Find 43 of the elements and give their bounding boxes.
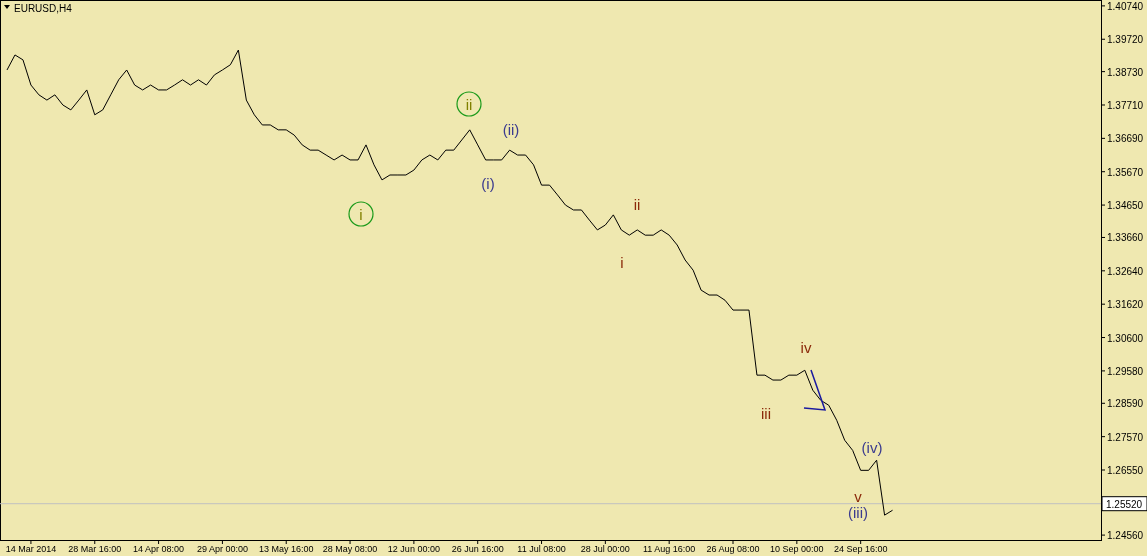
x-tick-label: 28 May 08:00 xyxy=(322,544,378,554)
y-tick-label: 1.32640 xyxy=(1107,265,1144,277)
y-tick-label: 1.24560 xyxy=(1107,530,1144,542)
y-tick-label: 1.35670 xyxy=(1107,166,1144,178)
x-tick-label: 10 Sep 00:00 xyxy=(770,544,824,554)
y-tick-label: 1.27570 xyxy=(1107,431,1144,443)
x-tick-label: 26 Jun 16:00 xyxy=(451,544,504,554)
annotation: i xyxy=(620,254,624,271)
y-tick-label: 1.40740 xyxy=(1107,0,1144,12)
x-tick-label: 11 Jul 08:00 xyxy=(517,544,566,554)
x-tick-label: 28 Jul 00:00 xyxy=(580,544,630,554)
annotation: iii xyxy=(761,405,771,422)
annotation: i xyxy=(359,206,363,223)
y-tick-label: 1.28590 xyxy=(1107,398,1144,410)
annotation: ii xyxy=(465,96,473,113)
y-tick-label: 1.36690 xyxy=(1107,133,1144,145)
x-tick-label: 26 Aug 08:00 xyxy=(706,544,760,554)
y-tick-label: 1.29580 xyxy=(1107,365,1144,377)
x-tick-label: 12 Jun 00:00 xyxy=(387,544,440,554)
y-tick-label: 1.37710 xyxy=(1107,99,1144,111)
x-tick-label: 24 Sep 16:00 xyxy=(833,544,888,554)
annotation: (iv) xyxy=(861,439,883,456)
annotation: (ii) xyxy=(502,121,520,138)
x-tick-label: 14 Apr 08:00 xyxy=(133,544,185,554)
y-tick-label: 1.39720 xyxy=(1107,34,1144,46)
y-tick-label: 1.26550 xyxy=(1107,465,1144,477)
annotation: v xyxy=(854,488,863,505)
x-tick-label: 29 Apr 00:00 xyxy=(196,544,248,554)
y-tick-label: 1.33660 xyxy=(1107,232,1144,244)
annotation: (iii) xyxy=(848,504,868,521)
annotation: iv xyxy=(800,339,812,356)
x-tick-label: 11 Aug 16:00 xyxy=(642,544,696,554)
y-tick-label: 1.31620 xyxy=(1107,299,1144,311)
x-tick-label: 13 May 16:00 xyxy=(258,544,314,554)
x-tick-label: 28 Mar 16:00 xyxy=(68,544,122,554)
y-tick-label: 1.30600 xyxy=(1107,332,1144,344)
y-tick-label: 1.38730 xyxy=(1107,66,1144,78)
ref-line-label: 1.25520 xyxy=(1106,498,1143,510)
annotation: (i) xyxy=(481,175,495,192)
annotation: ii xyxy=(633,196,641,213)
chart-title: EURUSD,H4 xyxy=(14,3,73,14)
y-tick-label: 1.34650 xyxy=(1107,200,1144,212)
x-tick-label: 14 Mar 2014 xyxy=(5,544,57,554)
